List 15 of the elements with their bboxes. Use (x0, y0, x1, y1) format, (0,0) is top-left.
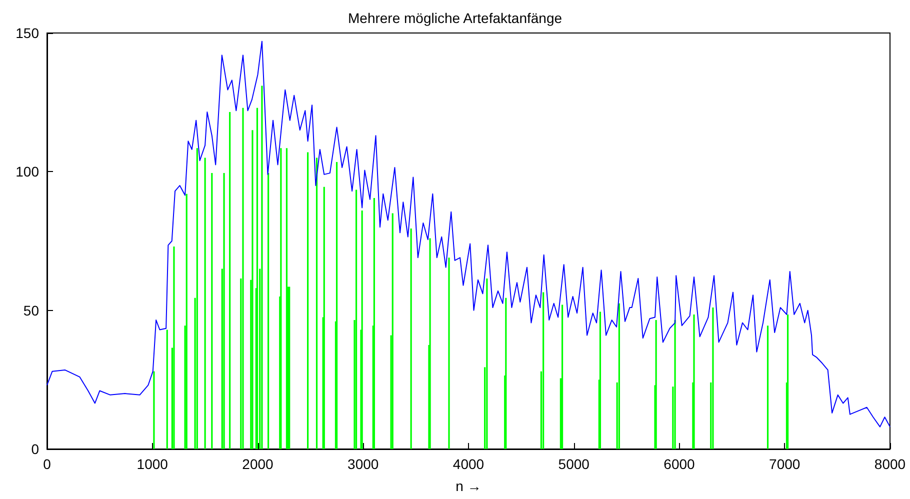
x-tick-label: 2000 (242, 456, 274, 472)
chart-title: Mehrere mögliche Artefaktanfänge (348, 10, 562, 26)
x-tick-label: 0 (43, 456, 52, 472)
x-tick-label: 3000 (348, 456, 379, 472)
x-tick-label: 5000 (558, 456, 590, 472)
x-tick-label: 1000 (136, 456, 168, 472)
y-tick-label: 0 (31, 441, 40, 457)
x-tick-label: 6000 (664, 456, 696, 472)
x-tick-label: 4000 (452, 456, 484, 472)
y-tick-label: 50 (23, 302, 40, 318)
y-tick-label: 100 (16, 164, 40, 180)
x-tick-label: 8000 (874, 456, 906, 472)
x-tick-label: 7000 (769, 456, 800, 472)
x-axis-title: n → (456, 478, 482, 494)
y-tick-label: 150 (16, 25, 40, 41)
